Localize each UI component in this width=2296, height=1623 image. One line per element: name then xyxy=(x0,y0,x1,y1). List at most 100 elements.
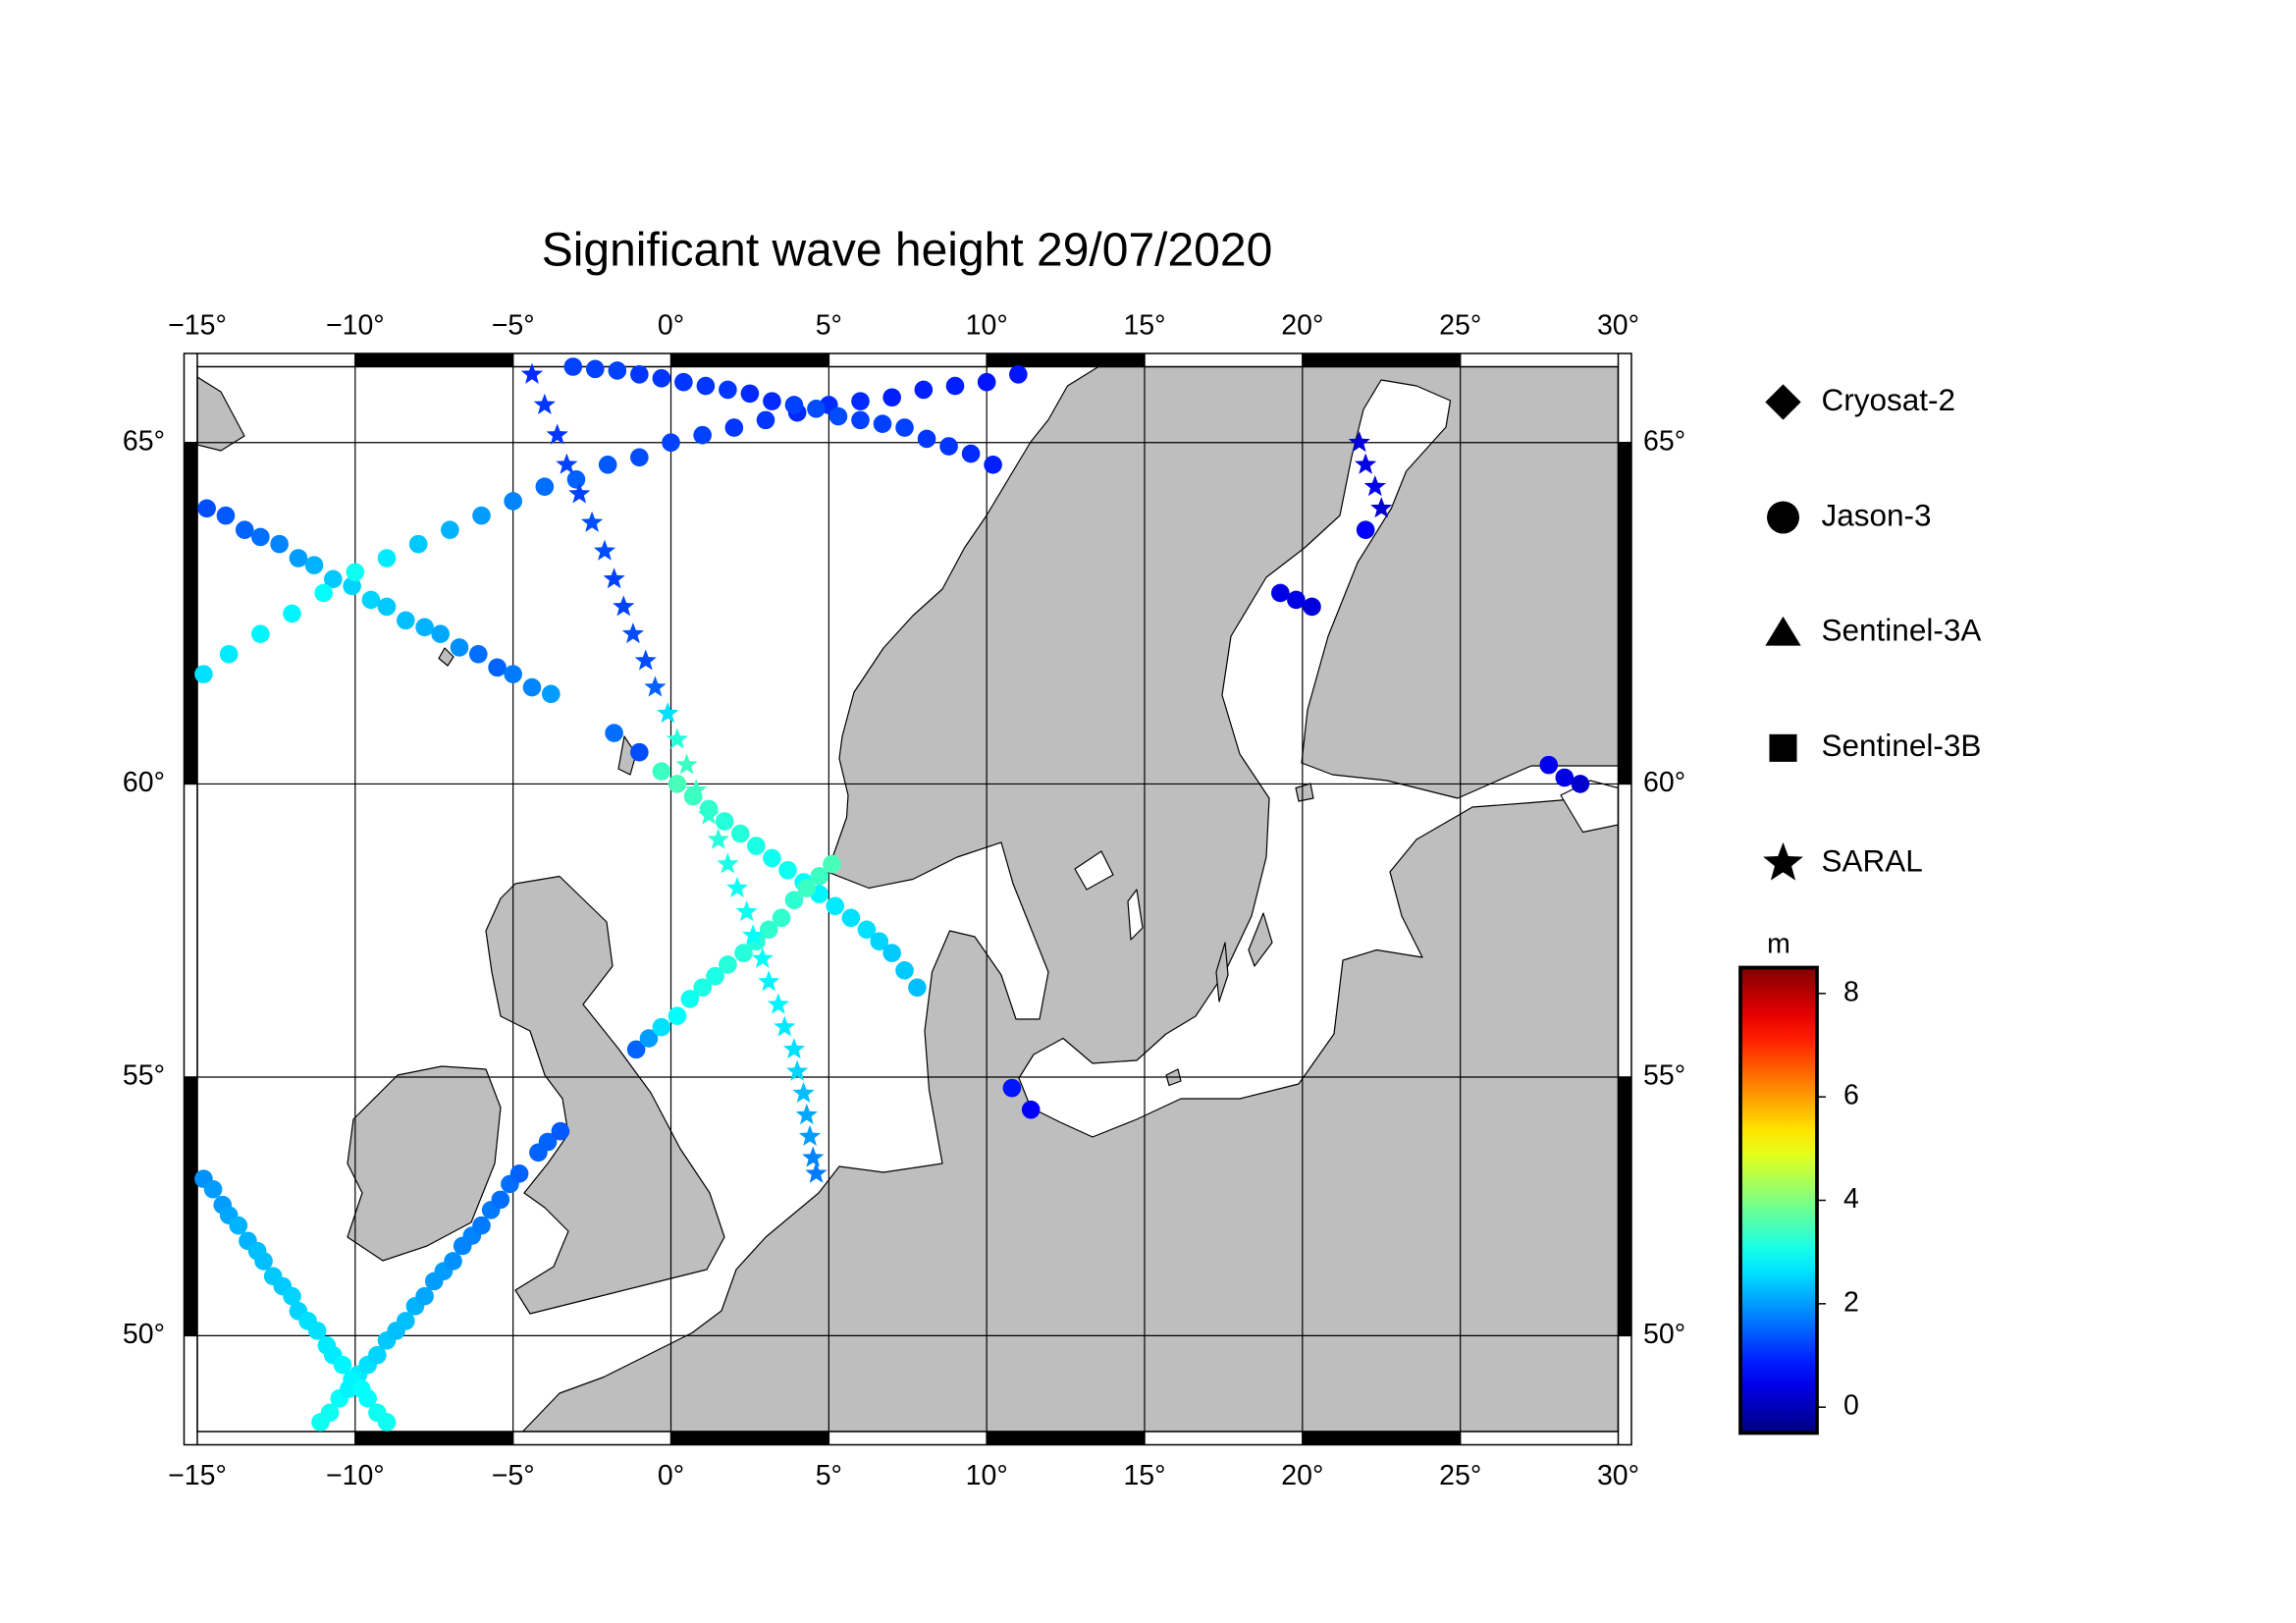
frame-bar xyxy=(1618,1076,1632,1336)
data-point xyxy=(566,469,586,489)
data-point xyxy=(283,1286,301,1306)
data-point xyxy=(734,944,753,962)
x-tick-label: 5° xyxy=(816,1460,842,1491)
frame-bar xyxy=(1302,1432,1461,1445)
data-point xyxy=(797,879,817,897)
data-point xyxy=(307,1322,327,1340)
data-point xyxy=(630,365,649,384)
y-tick-label: 55° xyxy=(123,1060,165,1092)
iceland xyxy=(197,376,245,452)
data-point xyxy=(630,448,649,467)
data-point xyxy=(320,1403,340,1423)
data-point xyxy=(685,779,708,800)
data-point xyxy=(870,932,889,951)
data-point xyxy=(361,590,381,610)
data-point xyxy=(759,920,778,940)
data-point xyxy=(441,520,459,539)
legend-marker xyxy=(1767,501,1800,534)
data-point xyxy=(939,437,958,456)
data-point xyxy=(802,1146,825,1167)
data-point xyxy=(608,361,627,380)
x-tick-label: 30° xyxy=(1597,1460,1639,1491)
data-point xyxy=(784,891,804,910)
data-point xyxy=(857,920,877,940)
data-point xyxy=(533,393,556,414)
x-tick-label: 20° xyxy=(1281,1460,1323,1491)
legend-label: SARAL xyxy=(1822,843,1923,879)
data-point xyxy=(630,742,649,762)
data-point xyxy=(786,1059,809,1081)
colorbar-tick-label: 8 xyxy=(1843,976,1859,1007)
data-point xyxy=(961,444,981,463)
data-point xyxy=(774,1015,796,1037)
data-point xyxy=(977,372,996,392)
data-point xyxy=(1271,583,1290,603)
data-point xyxy=(333,1355,352,1375)
data-point xyxy=(805,1162,828,1183)
data-point xyxy=(652,1017,671,1037)
y-tick-label: 50° xyxy=(1643,1319,1685,1350)
data-point xyxy=(730,824,750,843)
data-point xyxy=(568,482,591,504)
data-point xyxy=(1539,755,1559,775)
x-tick-label: −10° xyxy=(326,1460,385,1491)
data-point xyxy=(598,456,617,474)
data-point xyxy=(810,867,828,886)
data-point xyxy=(563,357,583,376)
data-point xyxy=(914,380,934,400)
colorbar-tick-label: 0 xyxy=(1843,1390,1859,1422)
colorbar-tick-label: 6 xyxy=(1843,1080,1859,1111)
data-point xyxy=(772,908,791,928)
frame-bar xyxy=(987,353,1146,367)
y-tick-label: 55° xyxy=(1643,1060,1685,1092)
legend-label: Sentinel-3B xyxy=(1822,728,1982,763)
data-point xyxy=(504,665,522,683)
data-point xyxy=(657,702,679,724)
data-point xyxy=(742,924,765,946)
data-point xyxy=(735,900,758,922)
data-point xyxy=(586,359,605,379)
y-tick-label: 65° xyxy=(123,425,165,457)
data-point xyxy=(343,576,361,596)
x-tick-label: −15° xyxy=(168,310,227,342)
x-tick-label: 15° xyxy=(1123,1460,1165,1491)
data-point xyxy=(468,644,488,664)
baltic-sea xyxy=(1018,379,1619,1138)
data-point xyxy=(882,388,901,407)
data-point xyxy=(644,676,667,697)
lake-vattern xyxy=(1127,889,1144,941)
colorbar-tick-label: 4 xyxy=(1843,1183,1859,1215)
y-tick-label: 60° xyxy=(1643,767,1685,798)
x-tick-label: −5° xyxy=(492,1460,535,1491)
data-point xyxy=(763,392,781,410)
data-point xyxy=(667,1006,687,1026)
data-point xyxy=(1287,590,1306,610)
data-point xyxy=(807,400,826,418)
data-point xyxy=(1370,497,1393,518)
data-point xyxy=(851,392,870,410)
data-point xyxy=(767,993,790,1014)
data-point xyxy=(1002,1078,1022,1098)
data-point xyxy=(706,966,724,986)
x-tick-label: 0° xyxy=(658,1460,684,1491)
x-tick-label: −5° xyxy=(492,310,535,342)
x-tick-label: −15° xyxy=(168,1460,227,1491)
lake-vanern xyxy=(1074,850,1114,891)
frame-bar xyxy=(354,1432,513,1445)
chart-title: Significant wave height 29/07/2020 xyxy=(542,225,1273,277)
data-point xyxy=(882,944,901,962)
data-point xyxy=(782,1038,806,1059)
data-point xyxy=(717,852,739,874)
data-point xyxy=(895,960,914,980)
data-point xyxy=(662,433,680,453)
x-tick-label: 5° xyxy=(816,310,842,342)
data-point xyxy=(798,1124,822,1147)
data-point xyxy=(408,534,428,554)
data-point xyxy=(751,947,774,968)
data-point xyxy=(724,418,744,437)
data-point xyxy=(251,624,270,643)
legend-marker xyxy=(1765,616,1801,646)
data-point xyxy=(1356,520,1375,539)
x-tick-label: 30° xyxy=(1597,310,1639,342)
